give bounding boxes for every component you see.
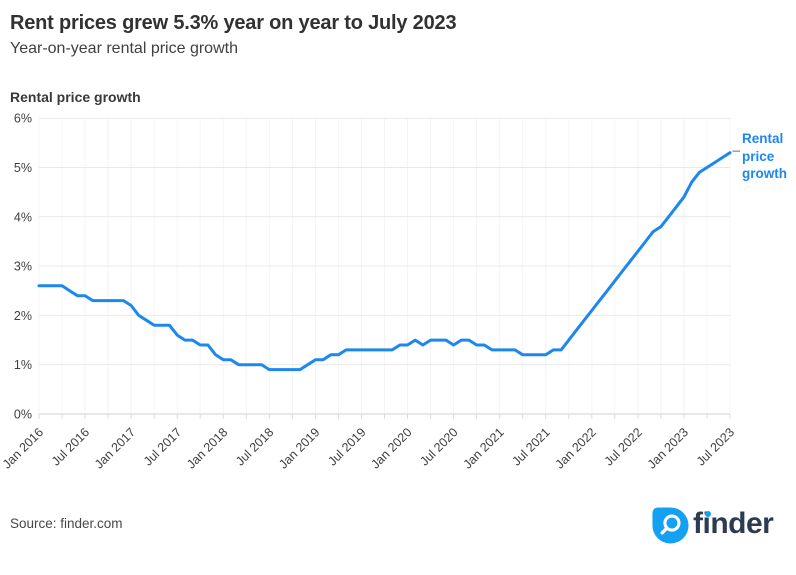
- x-axis-label: Jul 2019: [325, 425, 368, 468]
- x-axis-label: Jan 2016: [0, 425, 46, 471]
- y-axis-label: 4%: [14, 210, 32, 224]
- logo-i-dot: [704, 511, 711, 517]
- finder-logo-text: finder: [693, 504, 774, 544]
- finder-logo: finder: [650, 504, 774, 544]
- x-axis-label: Jan 2019: [276, 425, 322, 471]
- x-axis-label: Jul 2020: [417, 425, 460, 468]
- x-axis-label: Jan 2021: [461, 425, 507, 471]
- x-axis-label: Jul 2022: [602, 425, 645, 468]
- x-axis-label: Jul 2017: [141, 425, 184, 468]
- y-axis-label: 5%: [14, 161, 32, 175]
- x-axis-label: Jan 2018: [184, 425, 230, 471]
- x-axis-labels: Jan 2016 Jul 2016 Jan 2017 Jul 2017 Jan 2018…: [0, 425, 737, 471]
- x-axis-label: Jan 2017: [92, 425, 138, 471]
- x-axis-label: Jan 2020: [368, 425, 414, 471]
- data-series: [37, 150, 740, 372]
- x-axis-label: Jan 2023: [645, 425, 691, 471]
- x-axis-label: Jul 2016: [49, 425, 92, 468]
- x-axis-label: Jan 2022: [553, 425, 599, 471]
- x-axis-label: Jul 2023: [694, 425, 737, 468]
- y-axis-title: Rental price growth: [10, 89, 141, 105]
- x-axis-label: Jul 2021: [510, 425, 553, 468]
- x-axis-ticks: [38, 414, 731, 419]
- magnifier-glass-icon: [663, 513, 681, 532]
- y-axis-label: 2%: [14, 309, 32, 323]
- rental-growth-line: [37, 151, 732, 372]
- y-axis-label: 6%: [14, 112, 32, 126]
- source-text: Source: finder.com: [10, 516, 123, 531]
- page-subtitle: Year-on-year rental price growth: [10, 40, 238, 57]
- y-axis-labels: 0% 1% 2% 3% 4% 5% 6%: [14, 112, 32, 422]
- page-title: Rent prices grew 5.3% year on year to Ju…: [10, 12, 457, 34]
- y-axis-label: 0%: [14, 408, 32, 422]
- magnifier-handle: [660, 526, 669, 534]
- y-axis-label: 1%: [14, 358, 32, 372]
- series-label: Rental price growth: [742, 131, 787, 181]
- y-axis-label: 3%: [14, 260, 32, 274]
- logo-droplet-shape: [652, 506, 689, 544]
- x-axis-label: Jul 2018: [233, 425, 276, 468]
- finder-logo-icon: [652, 506, 689, 544]
